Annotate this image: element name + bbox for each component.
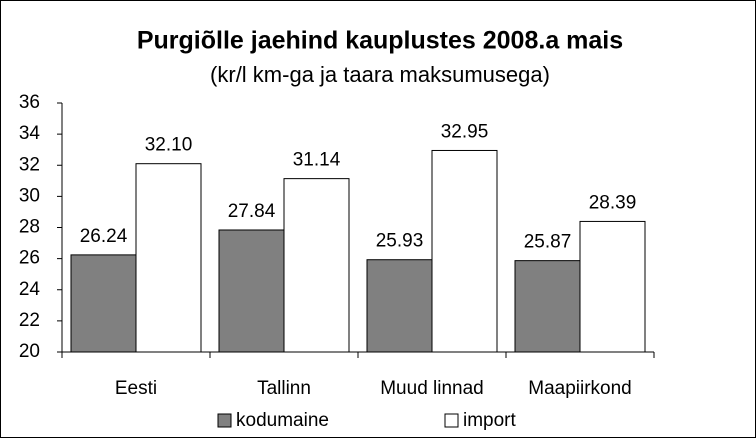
data-label: 25.93 [376,231,424,252]
x-tick-label: Tallinn [257,378,311,399]
bar [218,229,285,353]
bar [70,254,137,353]
data-label: 32.10 [145,135,193,156]
legend-swatch [217,413,232,428]
data-label: 32.95 [441,121,489,142]
chart-subtitle: (kr/l km-ga ja taara maksumusega) [210,62,550,87]
y-tick-label: 28 [19,217,40,238]
data-label: 25.87 [524,232,572,253]
y-tick-label: 34 [19,123,41,144]
y-tick-label: 32 [19,154,40,175]
legend-label: import [463,410,517,431]
bar [283,178,350,353]
y-tick-label: 22 [19,310,40,331]
y-tick-label: 26 [19,248,40,269]
data-label: 26.24 [80,226,128,247]
x-tick-label: Maapiirkond [528,378,632,399]
y-tick-label: 30 [19,185,40,206]
x-tick-label: Muud linnad [380,378,484,399]
bar [366,259,433,353]
y-tick-label: 36 [19,92,40,113]
data-label: 28.39 [589,192,637,213]
bar [514,260,581,353]
data-label: 27.84 [228,201,276,222]
y-tick-label: 24 [19,279,41,300]
data-label: 31.14 [293,150,341,171]
y-tick-label: 20 [19,341,40,362]
bar [579,220,646,353]
bar [135,163,202,353]
x-tick-label: Eesti [115,378,157,399]
legend-label: kodumaine [236,410,329,431]
legend-swatch [444,413,459,428]
bar [431,149,498,353]
chart-title: Purgiõlle jaehind kauplustes 2008.a mais [137,27,623,55]
